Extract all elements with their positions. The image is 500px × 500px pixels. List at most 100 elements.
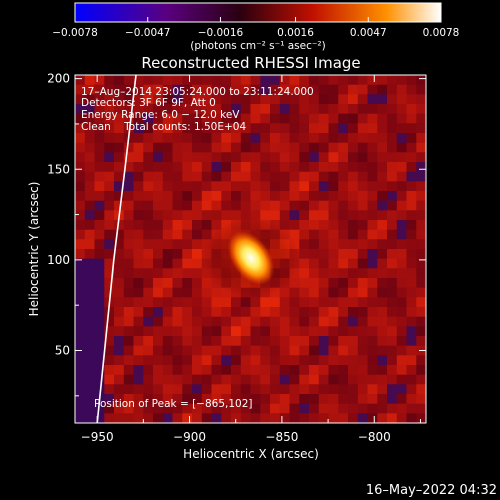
heatmap-cell bbox=[75, 413, 86, 423]
heatmap-cell bbox=[357, 200, 369, 211]
heatmap-cell bbox=[289, 336, 300, 347]
heatmap-cell bbox=[240, 365, 252, 376]
heatmap-cell bbox=[416, 191, 426, 202]
heatmap-cell bbox=[231, 297, 242, 308]
heatmap-cell bbox=[377, 365, 388, 376]
heatmap-cell bbox=[270, 374, 281, 385]
heatmap-cell bbox=[270, 326, 281, 337]
heatmap-cell bbox=[192, 287, 203, 298]
heatmap-cell bbox=[270, 75, 281, 86]
heatmap-cell bbox=[240, 191, 252, 202]
heatmap-cell bbox=[318, 104, 330, 115]
heatmap-cell bbox=[84, 220, 96, 231]
heatmap-cell bbox=[84, 287, 96, 298]
heatmap-cell bbox=[201, 278, 213, 289]
heatmap-cell bbox=[240, 152, 252, 163]
heatmap-cell bbox=[133, 84, 144, 95]
heatmap-cell bbox=[133, 413, 144, 423]
heatmap-cell bbox=[299, 94, 310, 105]
heatmap-cell bbox=[162, 249, 174, 260]
heatmap-cell bbox=[260, 94, 271, 105]
heatmap-cell bbox=[348, 268, 359, 279]
heatmap-cell bbox=[221, 162, 232, 173]
heatmap-cell bbox=[260, 307, 271, 318]
heatmap-cell bbox=[367, 287, 378, 298]
heatmap-cell bbox=[357, 239, 369, 250]
heatmap-cell bbox=[377, 200, 388, 211]
heatmap-cell bbox=[231, 345, 242, 356]
heatmap-cell bbox=[289, 355, 300, 366]
heatmap-cell bbox=[84, 104, 96, 115]
heatmap-cell bbox=[279, 171, 291, 182]
heatmap-cell bbox=[104, 152, 115, 163]
heatmap-cell bbox=[84, 123, 96, 134]
heatmap-cell bbox=[299, 113, 310, 124]
heatmap-cell bbox=[309, 94, 320, 105]
heatmap-cell bbox=[318, 316, 330, 327]
heatmap-cell bbox=[172, 152, 183, 163]
heatmap-cell bbox=[357, 191, 369, 202]
heatmap-cell bbox=[270, 104, 281, 115]
heatmap-cell bbox=[172, 297, 183, 308]
heatmap-cell bbox=[328, 84, 339, 95]
heatmap-cell bbox=[270, 316, 281, 327]
heatmap-cell bbox=[94, 142, 105, 153]
heatmap-cell bbox=[104, 384, 115, 395]
colorbar bbox=[74, 2, 442, 23]
heatmap-cell bbox=[182, 384, 193, 395]
heatmap-cell bbox=[172, 84, 183, 95]
heatmap-cell bbox=[338, 403, 349, 414]
heatmap-cell bbox=[172, 355, 183, 366]
heatmap-cell bbox=[318, 239, 330, 250]
heatmap-cell bbox=[114, 307, 125, 318]
heatmap-cell bbox=[240, 200, 252, 211]
heatmap-cell bbox=[348, 171, 359, 182]
heatmap-cell bbox=[406, 374, 417, 385]
heatmap-cell bbox=[299, 239, 310, 250]
heatmap-cell bbox=[318, 220, 330, 231]
heatmap-cell bbox=[299, 403, 310, 414]
heatmap-cell bbox=[182, 229, 193, 240]
heatmap-cell bbox=[84, 336, 96, 347]
heatmap-cell bbox=[153, 162, 164, 173]
heatmap-cell bbox=[162, 403, 174, 414]
heatmap-cell bbox=[75, 336, 86, 347]
heatmap-cell bbox=[309, 384, 320, 395]
heatmap-cell bbox=[192, 258, 203, 269]
heatmap-cell bbox=[357, 413, 369, 423]
heatmap-cell bbox=[133, 345, 144, 356]
heatmap-cell bbox=[133, 394, 144, 405]
heatmap-cell bbox=[162, 374, 174, 385]
heatmap-cell bbox=[94, 94, 105, 105]
heatmap-cell bbox=[123, 113, 135, 124]
heatmap-cell bbox=[172, 307, 183, 318]
heatmap-cell bbox=[299, 220, 310, 231]
heatmap-cell bbox=[240, 210, 252, 221]
heatmap-cell bbox=[211, 152, 222, 163]
heatmap-cell bbox=[231, 181, 242, 192]
heatmap-cell bbox=[104, 133, 115, 144]
heatmap-cell bbox=[231, 413, 242, 423]
heatmap-cell bbox=[416, 374, 426, 385]
heatmap-cell bbox=[182, 345, 193, 356]
heatmap-cell bbox=[299, 229, 310, 240]
heatmap-cell bbox=[260, 113, 271, 124]
heatmap-cell bbox=[94, 229, 105, 240]
heatmap-cell bbox=[201, 345, 213, 356]
heatmap-cell bbox=[367, 403, 378, 414]
heatmap-cell bbox=[299, 297, 310, 308]
heatmap-cell bbox=[84, 94, 96, 105]
heatmap-cell bbox=[114, 229, 125, 240]
heatmap-cell bbox=[387, 239, 398, 250]
heatmap-cell bbox=[221, 123, 232, 134]
heatmap-cell bbox=[231, 142, 242, 153]
heatmap-cell bbox=[133, 94, 144, 105]
heatmap-cell bbox=[114, 239, 125, 250]
heatmap-cell bbox=[348, 191, 359, 202]
heatmap-cell bbox=[328, 355, 339, 366]
heatmap-cell bbox=[279, 394, 291, 405]
heatmap-cell bbox=[104, 113, 115, 124]
heatmap-cell bbox=[328, 220, 339, 231]
heatmap-cell bbox=[328, 316, 339, 327]
heatmap-cell bbox=[221, 287, 232, 298]
